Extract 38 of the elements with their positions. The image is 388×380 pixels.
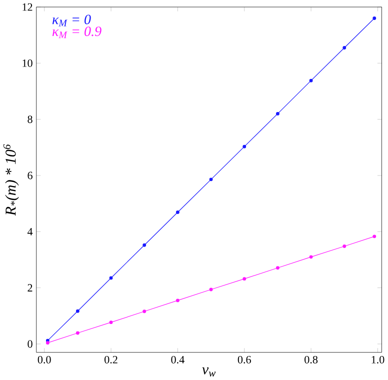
x-tick-label: 0.0: [38, 356, 51, 364]
text: κ$_{M}$ = 0: [52, 14, 91, 26]
x-tick-label: 0.6: [238, 356, 251, 364]
point: [209, 288, 213, 292]
point: [142, 310, 146, 314]
point: [342, 46, 346, 50]
y-tick-label: 4: [27, 228, 33, 236]
y-tick-label: 0: [28, 340, 32, 348]
point: [276, 112, 280, 116]
y-tick-label: 8: [28, 116, 32, 124]
point: [176, 210, 180, 214]
point: [372, 16, 376, 20]
point: [109, 320, 113, 324]
point: [342, 244, 346, 248]
point: [242, 144, 246, 148]
point: [309, 78, 313, 82]
y-tick-label: 2: [28, 284, 32, 292]
y-tick-label: 12: [22, 3, 32, 11]
point: [176, 298, 180, 302]
x-tick-label: 1.0: [372, 356, 384, 364]
point: [372, 234, 376, 238]
point: [309, 255, 313, 259]
point: [46, 341, 50, 345]
point: [109, 276, 113, 280]
x-tick-label: 0.2: [104, 356, 118, 364]
text: κ$_{M}$ = 0.9: [52, 26, 102, 38]
x-tick-label: 0.4: [171, 356, 184, 364]
point: [276, 266, 280, 270]
point: [76, 309, 80, 313]
y-axis-title: R$_{*}$(m) * 10$^{6}$: [3, 144, 19, 216]
y-tick-label: 10: [22, 59, 32, 67]
x-axis-title: v$_{w}$: [202, 367, 216, 377]
point: [142, 243, 146, 247]
point: [76, 331, 80, 335]
y-tick-label: 6: [28, 172, 32, 180]
point: [209, 178, 213, 182]
x-tick-label: 0.8: [304, 356, 318, 364]
point: [242, 277, 246, 281]
